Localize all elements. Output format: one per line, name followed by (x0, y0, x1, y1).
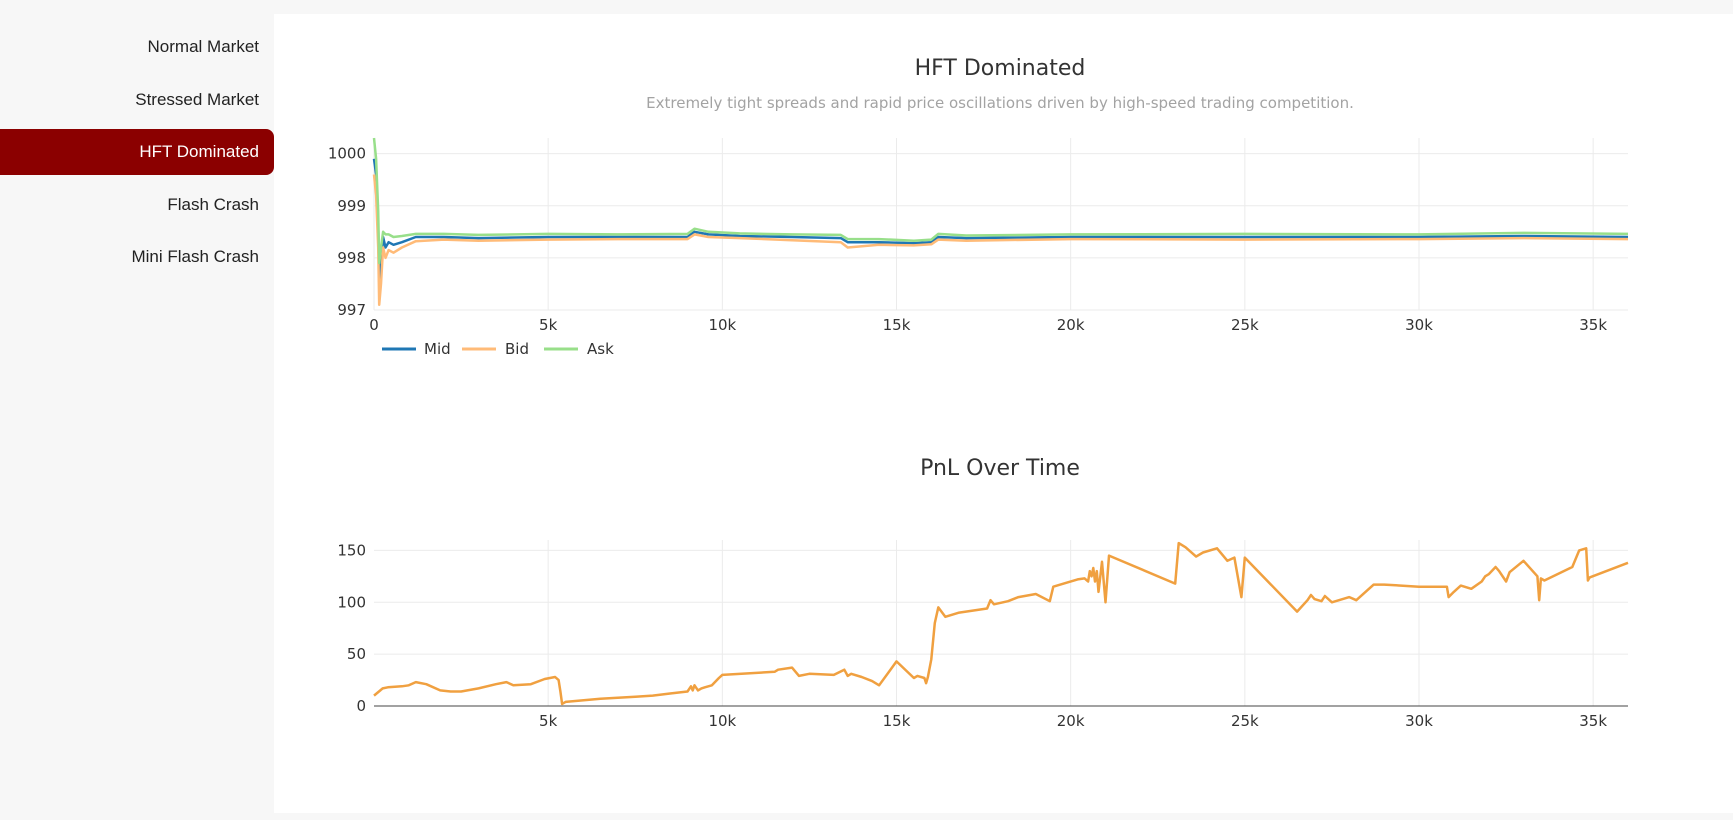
charts-area: HFT Dominated Extremely tight spreads an… (328, 56, 1629, 730)
sidebar-item-mini-flash-crash[interactable]: Mini Flash Crash (131, 247, 259, 266)
pnl-y-tick-label: 150 (337, 541, 366, 559)
price-x-tick-label: 30k (1405, 316, 1433, 334)
price-chart-grid (373, 138, 1628, 311)
price-y-tick-label: 1000 (328, 145, 366, 163)
pnl-x-tick-label: 15k (883, 712, 911, 730)
sidebar-item-hft-dominated[interactable]: HFT Dominated (0, 129, 274, 175)
pnl-x-tick-label: 35k (1579, 712, 1607, 730)
sidebar-item-stressed-market[interactable]: Stressed Market (135, 90, 259, 109)
price-x-tick-label: 5k (539, 316, 558, 334)
price-x-tick-label: 20k (1057, 316, 1085, 334)
series-line-ask[interactable] (372, 137, 1629, 265)
price-chart-legend[interactable]: Mid Bid Ask (382, 340, 614, 358)
pnl-chart-title: PnL Over Time (920, 456, 1080, 481)
chart-subtitle: Extremely tight spreads and rapid price … (646, 94, 1354, 112)
legend-label-mid[interactable]: Mid (424, 340, 451, 358)
sidebar: Normal Market Stressed Market HFT Domina… (0, 0, 274, 820)
pnl-chart-axes: 5k 10k 15k 20k 25k 30k 35k 0 50 100 150 (337, 541, 1607, 730)
pnl-x-tick-label: 25k (1231, 712, 1259, 730)
series-line-mid[interactable] (372, 158, 1629, 280)
price-x-tick-label: 25k (1231, 316, 1259, 334)
pnl-x-tick-label: 30k (1405, 712, 1433, 730)
chart-title: HFT Dominated (915, 56, 1086, 81)
series-line-pnl[interactable] (373, 541, 1629, 706)
price-x-tick-label: 15k (883, 316, 911, 334)
price-y-tick-label: 998 (337, 249, 366, 267)
legend-label-bid[interactable]: Bid (505, 340, 529, 358)
price-x-tick-label: 35k (1579, 316, 1607, 334)
pnl-y-tick-label: 50 (347, 645, 366, 663)
price-x-tick-label: 10k (708, 316, 736, 334)
price-chart-plot[interactable] (372, 137, 1629, 307)
sidebar-item-normal-market[interactable]: Normal Market (147, 37, 259, 56)
price-x-tick-label: 0 (369, 316, 379, 334)
legend-label-ask[interactable]: Ask (587, 340, 614, 358)
pnl-x-tick-label: 5k (539, 712, 558, 730)
pnl-x-tick-label: 20k (1057, 712, 1085, 730)
price-y-tick-label: 999 (337, 197, 366, 215)
series-line-bid[interactable] (372, 174, 1629, 307)
pnl-chart-plot[interactable] (373, 541, 1629, 706)
pnl-chart-grid (374, 540, 1628, 707)
price-y-tick-label: 997 (337, 301, 366, 319)
pnl-x-tick-label: 10k (708, 712, 736, 730)
price-chart-axes: 0 5k 10k 15k 20k 25k 30k 35k 997 998 999 1000 (328, 145, 1608, 334)
pnl-y-tick-label: 100 (337, 593, 366, 611)
sidebar-item-flash-crash[interactable]: Flash Crash (167, 195, 259, 214)
main-panel (274, 14, 1733, 813)
pnl-y-tick-label: 0 (356, 697, 366, 715)
